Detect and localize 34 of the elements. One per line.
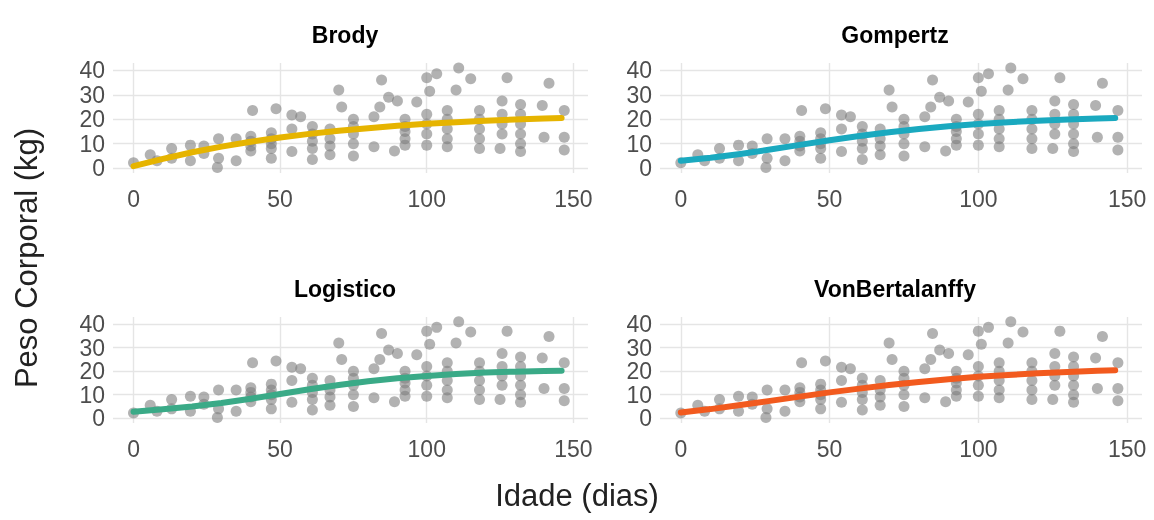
x-tick-label: 0 <box>127 185 140 212</box>
y-tick-label: 40 <box>79 57 105 84</box>
x-tick-label: 0 <box>127 435 140 462</box>
x-tick-label: 50 <box>816 185 843 212</box>
x-tick-label: 100 <box>959 185 998 212</box>
x-tick-label: 100 <box>959 435 998 462</box>
x-tick-label: 0 <box>674 185 688 212</box>
chart-title: Gompertz <box>841 21 949 48</box>
y-tick-label: 30 <box>79 81 105 108</box>
y-tick-label: 0 <box>639 155 652 182</box>
x-tick-label: 150 <box>554 435 593 462</box>
x-tick-label: 0 <box>674 435 688 462</box>
x-tick-label: 150 <box>554 185 593 212</box>
y-tick-label: 40 <box>626 57 652 84</box>
x-tick-label: 100 <box>407 435 446 462</box>
y-tick-label: 20 <box>626 106 652 133</box>
chart-title: VonBertalanffy <box>814 275 977 302</box>
chart-title: Brody <box>311 21 379 48</box>
x-tick-label: 50 <box>267 185 293 212</box>
chart-title: Logistico <box>293 275 397 302</box>
x-tick-label: 150 <box>1107 185 1147 212</box>
x-tick-label: 50 <box>267 435 293 462</box>
x-tick-label: 150 <box>1107 435 1147 462</box>
y-tick-label: 0 <box>639 405 652 432</box>
y-tick-label: 30 <box>626 81 652 108</box>
y-tick-label: 20 <box>79 106 105 133</box>
y-tick-label: 0 <box>92 405 105 432</box>
y-tick-label: 10 <box>626 130 652 157</box>
y-axis-title: Peso Corporal (kg) <box>9 127 45 389</box>
x-axis-title: Idade (dias) <box>494 478 660 514</box>
x-tick-label: 100 <box>407 185 446 212</box>
y-tick-label: 0 <box>92 155 105 182</box>
x-tick-label: 50 <box>816 435 843 462</box>
y-tick-label: 10 <box>79 130 105 157</box>
